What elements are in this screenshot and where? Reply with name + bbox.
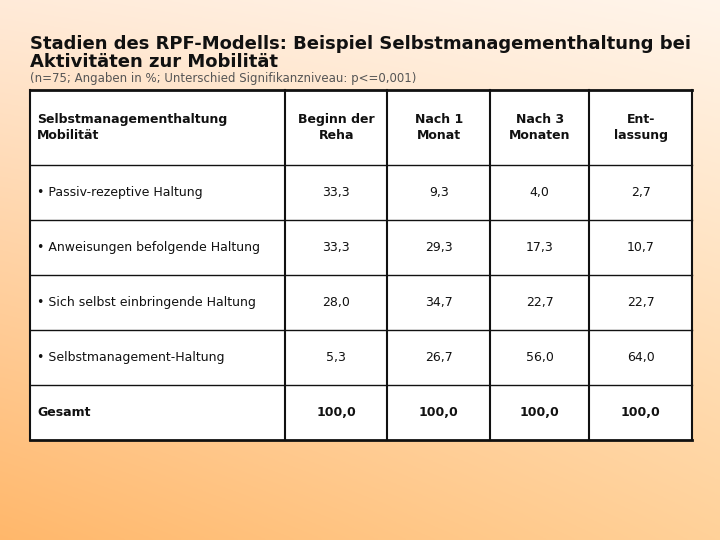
Text: Ent-
lassung: Ent- lassung (613, 113, 667, 143)
Text: • Anweisungen befolgende Haltung: • Anweisungen befolgende Haltung (37, 241, 260, 254)
Text: 2,7: 2,7 (631, 186, 651, 199)
Text: 10,7: 10,7 (626, 241, 654, 254)
Text: 4,0: 4,0 (530, 186, 549, 199)
Text: Aktivitäten zur Mobilität: Aktivitäten zur Mobilität (30, 53, 278, 71)
Text: • Sich selbst einbringende Haltung: • Sich selbst einbringende Haltung (37, 296, 256, 309)
Text: 34,7: 34,7 (425, 296, 453, 309)
Text: 100,0: 100,0 (621, 406, 660, 419)
Text: Selbstmanagementhaltung
Mobilität: Selbstmanagementhaltung Mobilität (37, 113, 228, 143)
Text: 100,0: 100,0 (520, 406, 559, 419)
Text: 22,7: 22,7 (526, 296, 554, 309)
Text: 100,0: 100,0 (419, 406, 459, 419)
Text: Beginn der
Reha: Beginn der Reha (298, 113, 374, 143)
Text: 100,0: 100,0 (316, 406, 356, 419)
Text: Stadien des RPF-Modells: Beispiel Selbstmanagementhaltung bei: Stadien des RPF-Modells: Beispiel Selbst… (30, 35, 691, 53)
Text: 28,0: 28,0 (323, 296, 350, 309)
Text: 64,0: 64,0 (627, 351, 654, 364)
Text: (n=75; Angaben in %; Unterschied Signifikanzniveau: p<=0,001): (n=75; Angaben in %; Unterschied Signifi… (30, 72, 416, 85)
Text: 9,3: 9,3 (429, 186, 449, 199)
Text: 29,3: 29,3 (425, 241, 453, 254)
Text: 33,3: 33,3 (323, 186, 350, 199)
Text: 5,3: 5,3 (326, 351, 346, 364)
Text: 26,7: 26,7 (425, 351, 453, 364)
Text: 56,0: 56,0 (526, 351, 554, 364)
Text: 17,3: 17,3 (526, 241, 554, 254)
Text: • Selbstmanagement-Haltung: • Selbstmanagement-Haltung (37, 351, 225, 364)
Text: Gesamt: Gesamt (37, 406, 91, 419)
Text: Nach 1
Monat: Nach 1 Monat (415, 113, 463, 143)
Text: 22,7: 22,7 (627, 296, 654, 309)
Text: 33,3: 33,3 (323, 241, 350, 254)
Bar (30, 90, 692, 440)
Text: Nach 3
Monaten: Nach 3 Monaten (509, 113, 570, 143)
Text: • Passiv-rezeptive Haltung: • Passiv-rezeptive Haltung (37, 186, 202, 199)
